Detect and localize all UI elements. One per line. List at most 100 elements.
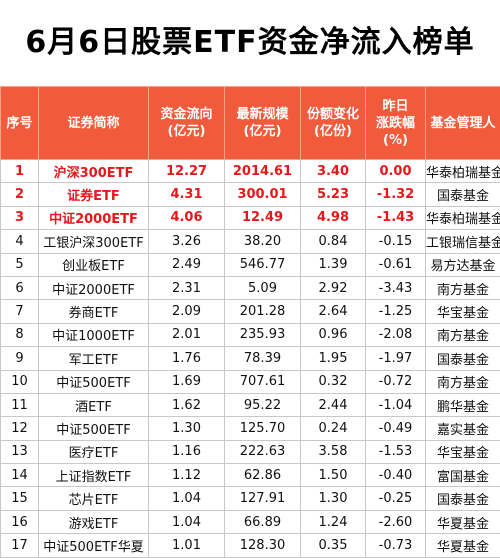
cell-index: 5 [1,253,39,276]
cell-index: 10 [1,370,39,393]
cell-fund-flow: 4.31 [149,183,225,206]
cell-fund-flow: 1.69 [149,370,225,393]
cell-index: 12 [1,417,39,440]
header-index: 序号 [1,87,39,160]
cell-latest-size: 222.63 [225,440,301,463]
header-fund-manager: 基金管理人 [426,87,500,160]
cell-fund-manager: 华宝基金 [426,300,500,323]
cell-prev-change: -0.25 [366,487,426,510]
cell-security-name: 沪深300ETF [39,160,149,183]
cell-prev-change: -1.04 [366,393,426,416]
cell-index: 13 [1,440,39,463]
cell-prev-change: -3.43 [366,276,426,299]
cell-fund-manager: 华宝基金 [426,440,500,463]
cell-security-name: 游戏ETF [39,510,149,533]
header-latest-size: 最新规模(亿元) [225,87,301,160]
cell-latest-size: 38.20 [225,230,301,253]
cell-prev-change: -1.43 [366,206,426,229]
cell-fund-flow: 1.01 [149,534,225,557]
cell-share-change: 1.39 [301,253,366,276]
table-header-row: 序号 证券简称 资金流向(亿元) 最新规模(亿元) 份额变化(亿份) 昨日涨跌幅… [1,87,500,160]
cell-index: 11 [1,393,39,416]
cell-latest-size: 125.70 [225,417,301,440]
cell-prev-change: 0.00 [366,160,426,183]
cell-security-name: 医疗ETF [39,440,149,463]
cell-fund-flow: 1.16 [149,440,225,463]
cell-fund-manager: 嘉实基金 [426,417,500,440]
cell-share-change: 5.23 [301,183,366,206]
cell-index: 16 [1,510,39,533]
cell-security-name: 中证500ETF华夏 [39,534,149,557]
cell-index: 9 [1,347,39,370]
cell-fund-flow: 2.49 [149,253,225,276]
cell-share-change: 2.64 [301,300,366,323]
cell-fund-manager: 国泰基金 [426,487,500,510]
cell-security-name: 证券ETF [39,183,149,206]
cell-latest-size: 201.28 [225,300,301,323]
cell-latest-size: 300.01 [225,183,301,206]
cell-security-name: 中证2000ETF [39,276,149,299]
cell-latest-size: 2014.61 [225,160,301,183]
cell-prev-change: -1.97 [366,347,426,370]
cell-security-name: 券商ETF [39,300,149,323]
cell-security-name: 上证指数ETF [39,464,149,487]
cell-fund-flow: 2.31 [149,276,225,299]
cell-share-change: 1.30 [301,487,366,510]
cell-fund-flow: 1.04 [149,510,225,533]
cell-prev-change: -0.15 [366,230,426,253]
cell-fund-flow: 2.01 [149,323,225,346]
cell-fund-manager: 国泰基金 [426,347,500,370]
cell-share-change: 2.92 [301,276,366,299]
cell-latest-size: 128.30 [225,534,301,557]
cell-latest-size: 235.93 [225,323,301,346]
cell-latest-size: 707.61 [225,370,301,393]
cell-prev-change: -1.25 [366,300,426,323]
cell-latest-size: 66.89 [225,510,301,533]
cell-security-name: 中证500ETF [39,417,149,440]
cell-fund-flow: 1.62 [149,393,225,416]
cell-share-change: 4.98 [301,206,366,229]
cell-index: 3 [1,206,39,229]
cell-share-change: 0.96 [301,323,366,346]
cell-fund-flow: 12.27 [149,160,225,183]
cell-index: 17 [1,534,39,557]
cell-index: 1 [1,160,39,183]
cell-prev-change: -2.08 [366,323,426,346]
cell-index: 4 [1,230,39,253]
cell-security-name: 工银沪深300ETF [39,230,149,253]
cell-share-change: 1.50 [301,464,366,487]
header-prev-change: 昨日涨跌幅(%) [366,87,426,160]
cell-fund-flow: 1.04 [149,487,225,510]
cell-fund-manager: 南方基金 [426,276,500,299]
header-fund-flow: 资金流向(亿元) [149,87,225,160]
cell-fund-manager: 华夏基金 [426,534,500,557]
cell-prev-change: -0.61 [366,253,426,276]
cell-prev-change: -0.40 [366,464,426,487]
header-share-change: 份额变化(亿份) [301,87,366,160]
cell-share-change: 0.32 [301,370,366,393]
cell-latest-size: 78.39 [225,347,301,370]
cell-index: 7 [1,300,39,323]
cell-prev-change: -0.49 [366,417,426,440]
cell-index: 2 [1,183,39,206]
cell-latest-size: 12.49 [225,206,301,229]
cell-index: 15 [1,487,39,510]
cell-fund-manager: 国泰基金 [426,183,500,206]
cell-fund-flow: 3.26 [149,230,225,253]
cell-security-name: 中证1000ETF [39,323,149,346]
cell-prev-change: -2.60 [366,510,426,533]
cell-share-change: 0.35 [301,534,366,557]
cell-share-change: 1.95 [301,347,366,370]
cell-prev-change: -0.72 [366,370,426,393]
cell-prev-change: -0.73 [366,534,426,557]
cell-fund-flow: 4.06 [149,206,225,229]
